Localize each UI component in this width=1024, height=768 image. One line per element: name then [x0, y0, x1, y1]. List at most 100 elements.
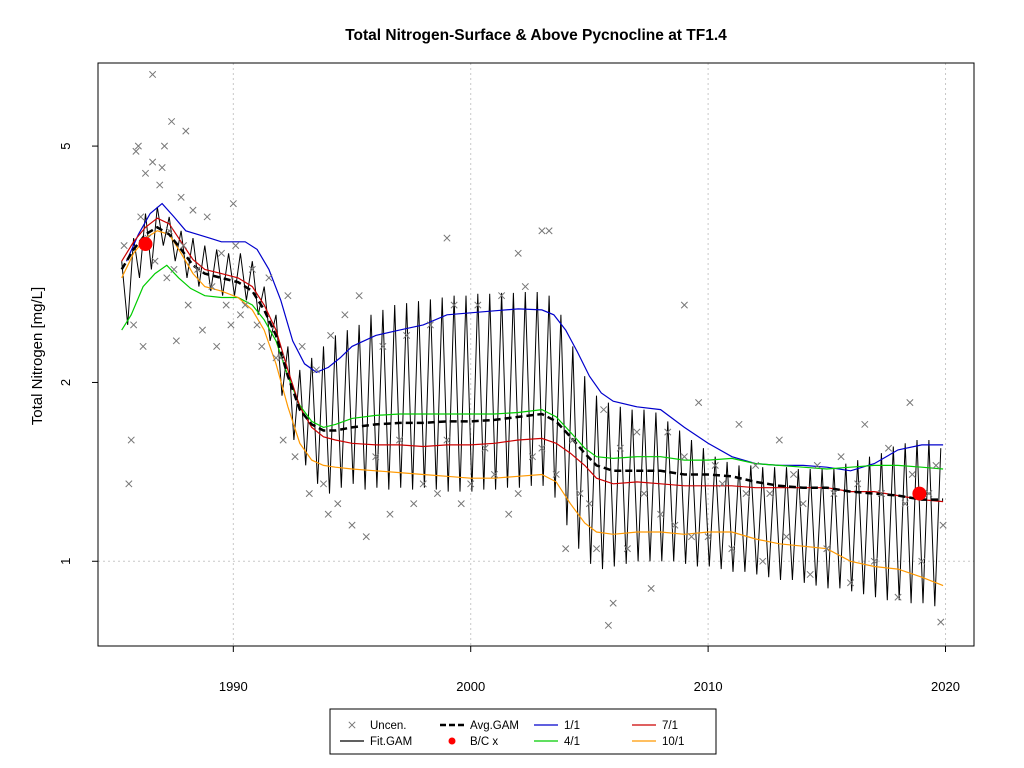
uncen-point	[846, 579, 855, 587]
uncen-point	[467, 480, 475, 488]
uncen-point	[538, 444, 546, 452]
bc-point	[912, 486, 927, 501]
uncen-point	[227, 321, 235, 329]
uncen-point	[937, 618, 945, 626]
uncen-point	[894, 593, 902, 601]
uncen-point	[514, 249, 522, 257]
uncen-point	[813, 461, 821, 469]
uncen-point	[718, 480, 726, 488]
series-line-avg-gam	[120, 225, 944, 501]
uncen-point	[305, 490, 313, 498]
uncen-point	[664, 428, 672, 436]
uncen-point	[130, 321, 138, 329]
uncen-point	[766, 490, 774, 498]
uncen-point	[490, 470, 499, 479]
uncen-point	[229, 200, 237, 208]
uncen-point	[426, 321, 434, 329]
legend-uncen--label: Uncen.	[370, 720, 406, 732]
uncen-point	[609, 599, 617, 607]
uncen-point	[403, 331, 411, 339]
uncen-point	[312, 366, 320, 374]
uncen-point	[932, 461, 940, 469]
uncen-point	[127, 436, 135, 444]
uncen-point	[600, 406, 608, 414]
uncen-point	[687, 533, 696, 541]
uncen-point	[141, 169, 150, 177]
x-tick-label: 2000	[456, 679, 485, 694]
uncen-point	[125, 480, 133, 488]
uncen-point	[861, 420, 869, 428]
uncen-point	[585, 500, 593, 508]
uncen-point	[156, 181, 164, 189]
uncen-point	[120, 242, 128, 250]
series-line-10-1	[121, 230, 944, 587]
y-tick-label: 1	[58, 558, 73, 565]
legend-b-c-x-marker	[448, 737, 456, 745]
uncen-point	[759, 557, 767, 565]
uncen-point	[901, 500, 909, 508]
legend-b-c-x-label: B/C x	[470, 736, 498, 748]
uncen-point	[870, 557, 878, 565]
uncen-point	[752, 461, 760, 469]
uncen-point	[450, 301, 458, 309]
legend-box	[329, 708, 717, 755]
x-tick-label: 1990	[219, 679, 248, 694]
legend-fit-gam-label: Fit.GAM	[370, 736, 412, 748]
uncen-point	[680, 453, 688, 461]
uncen-point	[443, 234, 451, 242]
uncen-point	[604, 621, 612, 629]
legend-uncen--marker	[348, 721, 356, 729]
legend-1-1-label: 1/1	[564, 720, 580, 732]
uncen-point	[327, 331, 335, 339]
uncen-point	[647, 584, 655, 592]
uncen-point	[386, 510, 394, 518]
uncen-point	[592, 545, 601, 553]
series-line-4-1	[121, 264, 944, 470]
uncen-point	[925, 490, 933, 498]
uncen-point	[217, 249, 226, 257]
uncen-point	[837, 453, 845, 461]
uncen-point	[170, 265, 178, 273]
uncen-point	[735, 420, 743, 428]
uncen-point	[671, 521, 679, 529]
uncen-point	[182, 127, 190, 135]
uncen-point	[633, 428, 641, 436]
uncen-point	[552, 470, 560, 479]
uncen-point	[158, 164, 166, 172]
uncen-point	[319, 480, 328, 488]
uncen-point	[179, 242, 188, 250]
uncen-point	[576, 490, 584, 498]
fit-gam-line	[121, 206, 942, 607]
uncen-point	[695, 399, 703, 407]
uncen-point	[680, 301, 688, 309]
uncen-point	[569, 436, 577, 444]
uncen-point	[623, 545, 631, 553]
uncen-point	[334, 500, 342, 508]
uncen-point	[222, 301, 230, 309]
uncen-point	[474, 301, 482, 309]
uncen-point	[291, 453, 299, 461]
uncen-point	[194, 265, 202, 273]
uncen-point	[137, 213, 145, 221]
uncen-point	[419, 480, 427, 488]
uncen-point	[481, 444, 489, 452]
legend: Uncen. Fit.GAM Avg.GAM B/C x 1/1 4/1 7/1 10/1	[329, 708, 717, 755]
uncen-point	[514, 490, 522, 498]
uncen-point	[711, 461, 719, 469]
uncen-point	[877, 490, 885, 498]
series-line-7-1	[121, 217, 944, 503]
uncen-point	[236, 311, 244, 319]
uncen-point	[433, 490, 442, 498]
uncen-point	[806, 570, 814, 579]
series-layer	[120, 202, 944, 607]
legend-7-1-label: 7/1	[662, 720, 678, 732]
x-tick-label: 2020	[931, 679, 960, 694]
uncen-point	[134, 142, 142, 150]
uncen-point	[742, 490, 750, 498]
uncen-point	[139, 342, 147, 350]
uncen-point	[918, 557, 926, 565]
uncen-point	[457, 500, 465, 508]
uncen-point	[379, 342, 387, 350]
